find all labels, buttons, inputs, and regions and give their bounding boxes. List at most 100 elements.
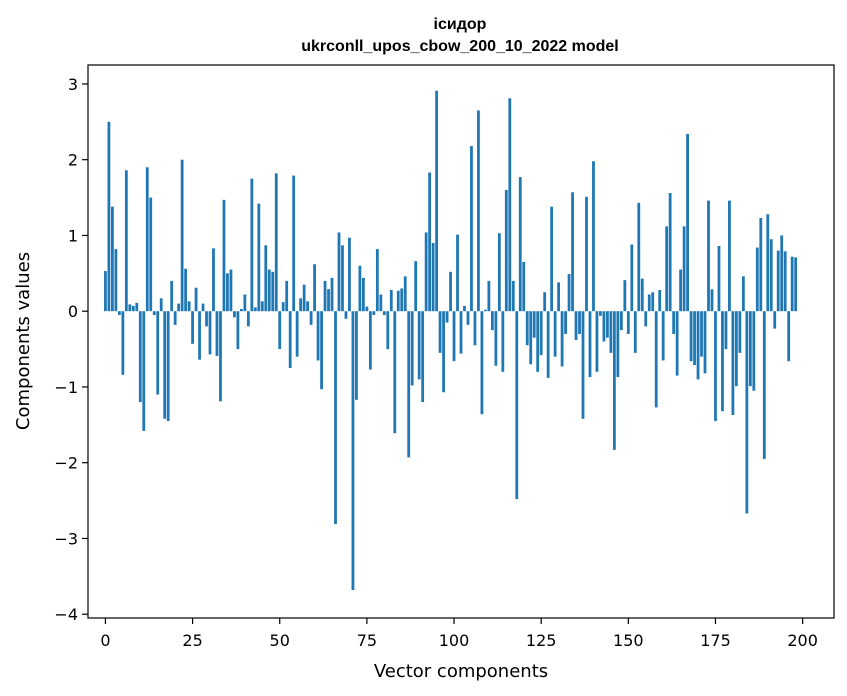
- bar-42: [250, 178, 254, 312]
- bar-164: [675, 311, 679, 376]
- bar-6: [124, 170, 128, 312]
- bar-75: [365, 306, 369, 312]
- bar-80: [382, 311, 386, 315]
- bar-23: [184, 268, 187, 312]
- bar-197: [790, 256, 794, 312]
- bar-51: [281, 302, 285, 312]
- bar-74: [362, 277, 365, 312]
- bar-140: [592, 161, 595, 312]
- bar-29: [205, 311, 208, 327]
- bar-195: [783, 251, 787, 312]
- bar-17: [163, 311, 167, 419]
- bar-72: [355, 311, 358, 400]
- bar-162: [668, 193, 672, 312]
- bar-196: [787, 311, 791, 362]
- bar-4: [117, 311, 121, 315]
- bar-78: [375, 249, 379, 312]
- bar-148: [619, 311, 623, 331]
- bar-110: [487, 280, 491, 312]
- bar-36: [229, 269, 233, 312]
- bar-173: [707, 200, 710, 312]
- bar-5: [121, 311, 125, 375]
- bar-32: [215, 311, 219, 356]
- bar-115: [504, 189, 508, 312]
- bar-171: [700, 311, 703, 357]
- bar-149: [623, 280, 627, 312]
- bar-31: [212, 248, 215, 312]
- bar-62: [320, 311, 323, 390]
- bar-182: [738, 311, 742, 353]
- bar-28: [201, 303, 205, 312]
- bar-126: [543, 292, 547, 312]
- bar-77: [372, 311, 376, 315]
- bar-128: [550, 206, 554, 312]
- bar-69: [344, 311, 348, 319]
- bar-86: [403, 276, 407, 312]
- bar-18: [166, 311, 170, 422]
- bar-39: [239, 308, 243, 312]
- bar-71: [351, 311, 355, 590]
- bar-58: [306, 301, 310, 312]
- bar-98: [445, 311, 449, 323]
- bar-123: [532, 311, 536, 338]
- bar-135: [574, 311, 578, 340]
- bar-122: [529, 311, 533, 365]
- chart-title: ісидор: [434, 16, 487, 33]
- bar-13: [149, 197, 153, 312]
- bar-192: [773, 311, 777, 329]
- bar-99: [449, 271, 452, 312]
- bar-119: [518, 177, 522, 312]
- bar-114: [501, 311, 505, 372]
- bar-145: [609, 311, 613, 353]
- y-tick-label: −2: [54, 454, 78, 473]
- bar-63: [323, 280, 327, 312]
- x-tick-label: 150: [613, 631, 644, 650]
- x-tick-label: 175: [700, 631, 731, 650]
- bar-55: [295, 311, 299, 357]
- bar-73: [358, 265, 362, 312]
- bar-49: [274, 173, 278, 312]
- bar-37: [233, 311, 236, 318]
- bar-158: [654, 311, 658, 408]
- bar-142: [599, 311, 602, 316]
- bar-103: [463, 305, 466, 312]
- bar-87: [407, 311, 411, 458]
- bar-154: [640, 278, 644, 312]
- bar-134: [571, 192, 574, 312]
- bar-139: [588, 311, 592, 378]
- bar-3: [114, 249, 118, 312]
- bar-94: [431, 243, 435, 312]
- bar-1: [107, 121, 111, 312]
- bars: [104, 90, 798, 590]
- bar-0: [104, 271, 107, 312]
- bar-190: [766, 214, 770, 312]
- x-axis-ticks: 0 25 50 75 100 125 150 175 200: [100, 618, 818, 650]
- bar-174: [710, 289, 714, 312]
- bar-130: [557, 282, 560, 312]
- bar-169: [693, 311, 696, 365]
- bar-198: [794, 257, 798, 312]
- bar-56: [299, 298, 303, 312]
- bar-186: [752, 311, 756, 391]
- bar-118: [515, 311, 519, 500]
- bar-144: [606, 311, 609, 338]
- bar-66: [334, 311, 337, 525]
- bar-112: [494, 311, 498, 366]
- plot-frame: [87, 64, 835, 619]
- bar-137: [581, 311, 585, 419]
- bar-163: [672, 311, 676, 334]
- bar-40: [243, 294, 247, 312]
- bar-129: [553, 311, 557, 357]
- bar-15: [156, 311, 160, 395]
- bar-59: [309, 311, 313, 325]
- bar-43: [253, 307, 257, 312]
- bar-133: [567, 274, 571, 312]
- bar-64: [327, 289, 330, 312]
- bar-68: [341, 245, 344, 312]
- bar-168: [689, 311, 693, 362]
- bar-181: [735, 311, 738, 387]
- bar-111: [490, 311, 494, 331]
- bar-76: [368, 311, 372, 370]
- bar-22: [180, 159, 184, 312]
- bar-193: [776, 250, 780, 312]
